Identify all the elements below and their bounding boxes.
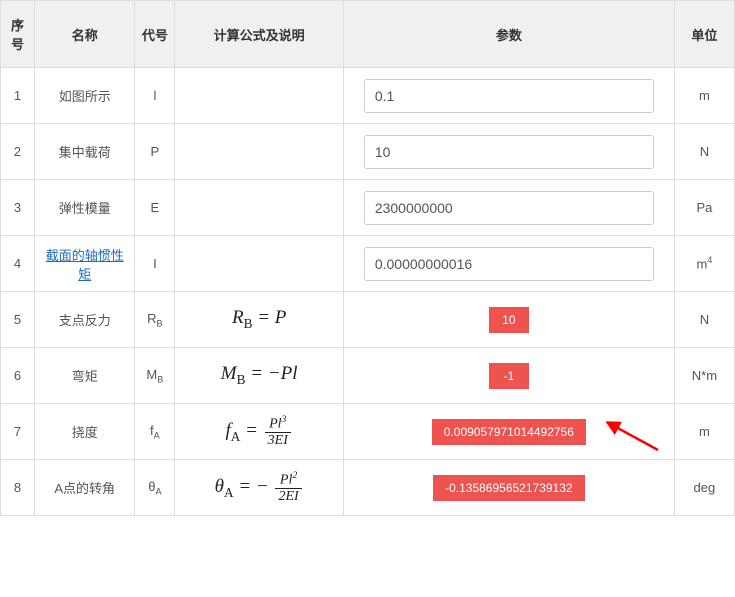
cell-symbol: l — [135, 68, 175, 124]
cell-unit: N*m — [674, 348, 734, 404]
param-badge: -0.13586956521739132 — [433, 475, 584, 501]
cell-seq: 3 — [1, 180, 35, 236]
cell-param — [343, 180, 674, 236]
cell-param — [343, 236, 674, 292]
cell-formula — [175, 236, 343, 292]
cell-unit: Pa — [674, 180, 734, 236]
cell-seq: 7 — [1, 404, 35, 460]
cell-param: -0.13586956521739132 — [343, 460, 674, 516]
cell-formula — [175, 124, 343, 180]
cell-formula — [175, 180, 343, 236]
cell-unit: m — [674, 404, 734, 460]
cell-seq: 4 — [1, 236, 35, 292]
cell-seq: 1 — [1, 68, 35, 124]
cell-unit: m — [674, 68, 734, 124]
header-formula: 计算公式及说明 — [175, 1, 343, 68]
cell-param — [343, 68, 674, 124]
cell-name[interactable]: 截面的轴惯性矩 — [35, 236, 135, 292]
cell-symbol: P — [135, 124, 175, 180]
cell-name: 弹性模量 — [35, 180, 135, 236]
cell-symbol: θA — [135, 460, 175, 516]
cell-formula: RB = P — [175, 292, 343, 348]
table-row: 3弹性模量E Pa — [1, 180, 735, 236]
header-unit: 单位 — [674, 1, 734, 68]
cell-symbol: fA — [135, 404, 175, 460]
cell-param: 10 — [343, 292, 674, 348]
param-badge: -1 — [489, 363, 529, 389]
header-sym: 代号 — [135, 1, 175, 68]
param-input[interactable] — [364, 191, 654, 225]
param-input[interactable] — [364, 79, 654, 113]
param-input[interactable] — [364, 247, 654, 281]
table-row: 2集中载荷P N — [1, 124, 735, 180]
cell-name: 弯矩 — [35, 348, 135, 404]
header-name: 名称 — [35, 1, 135, 68]
header-param: 参数 — [343, 1, 674, 68]
cell-seq: 8 — [1, 460, 35, 516]
arrow-icon — [606, 420, 666, 456]
table-row: 4 截面的轴惯性矩 Im4 — [1, 236, 735, 292]
cell-name: 支点反力 — [35, 292, 135, 348]
table-row: 7挠度fAfA = Pl33EI 0.009057971014492756 m — [1, 404, 735, 460]
cell-symbol: E — [135, 180, 175, 236]
param-badge: 0.009057971014492756 — [432, 419, 586, 445]
calc-table: 序号 名称 代号 计算公式及说明 参数 单位 1如图所示lm2集中载荷PN3弹性… — [0, 0, 735, 516]
cell-param — [343, 124, 674, 180]
cell-name: 挠度 — [35, 404, 135, 460]
cell-seq: 5 — [1, 292, 35, 348]
header-seq: 序号 — [1, 1, 35, 68]
cell-seq: 6 — [1, 348, 35, 404]
param-input[interactable] — [364, 135, 654, 169]
cell-name: 如图所示 — [35, 68, 135, 124]
cell-param: -1 — [343, 348, 674, 404]
cell-name: 集中载荷 — [35, 124, 135, 180]
cell-unit: m4 — [674, 236, 734, 292]
name-link[interactable]: 截面的轴惯性矩 — [46, 248, 124, 282]
cell-formula: MB = −Pl — [175, 348, 343, 404]
cell-formula — [175, 68, 343, 124]
cell-formula: θA = − Pl22EI — [175, 460, 343, 516]
header-row: 序号 名称 代号 计算公式及说明 参数 单位 — [1, 1, 735, 68]
cell-param: 0.009057971014492756 — [343, 404, 674, 460]
table-row: 6弯矩MBMB = −Pl -1 N*m — [1, 348, 735, 404]
cell-unit: deg — [674, 460, 734, 516]
cell-symbol: RB — [135, 292, 175, 348]
cell-formula: fA = Pl33EI — [175, 404, 343, 460]
cell-unit: N — [674, 292, 734, 348]
cell-seq: 2 — [1, 124, 35, 180]
cell-symbol: I — [135, 236, 175, 292]
cell-symbol: MB — [135, 348, 175, 404]
cell-unit: N — [674, 124, 734, 180]
table-row: 1如图所示l m — [1, 68, 735, 124]
table-row: 5支点反力RBRB = P 10 N — [1, 292, 735, 348]
table-row: 8A点的转角θAθA = − Pl22EI -0.1358695652173913… — [1, 460, 735, 516]
param-badge: 10 — [489, 307, 529, 333]
cell-name: A点的转角 — [35, 460, 135, 516]
